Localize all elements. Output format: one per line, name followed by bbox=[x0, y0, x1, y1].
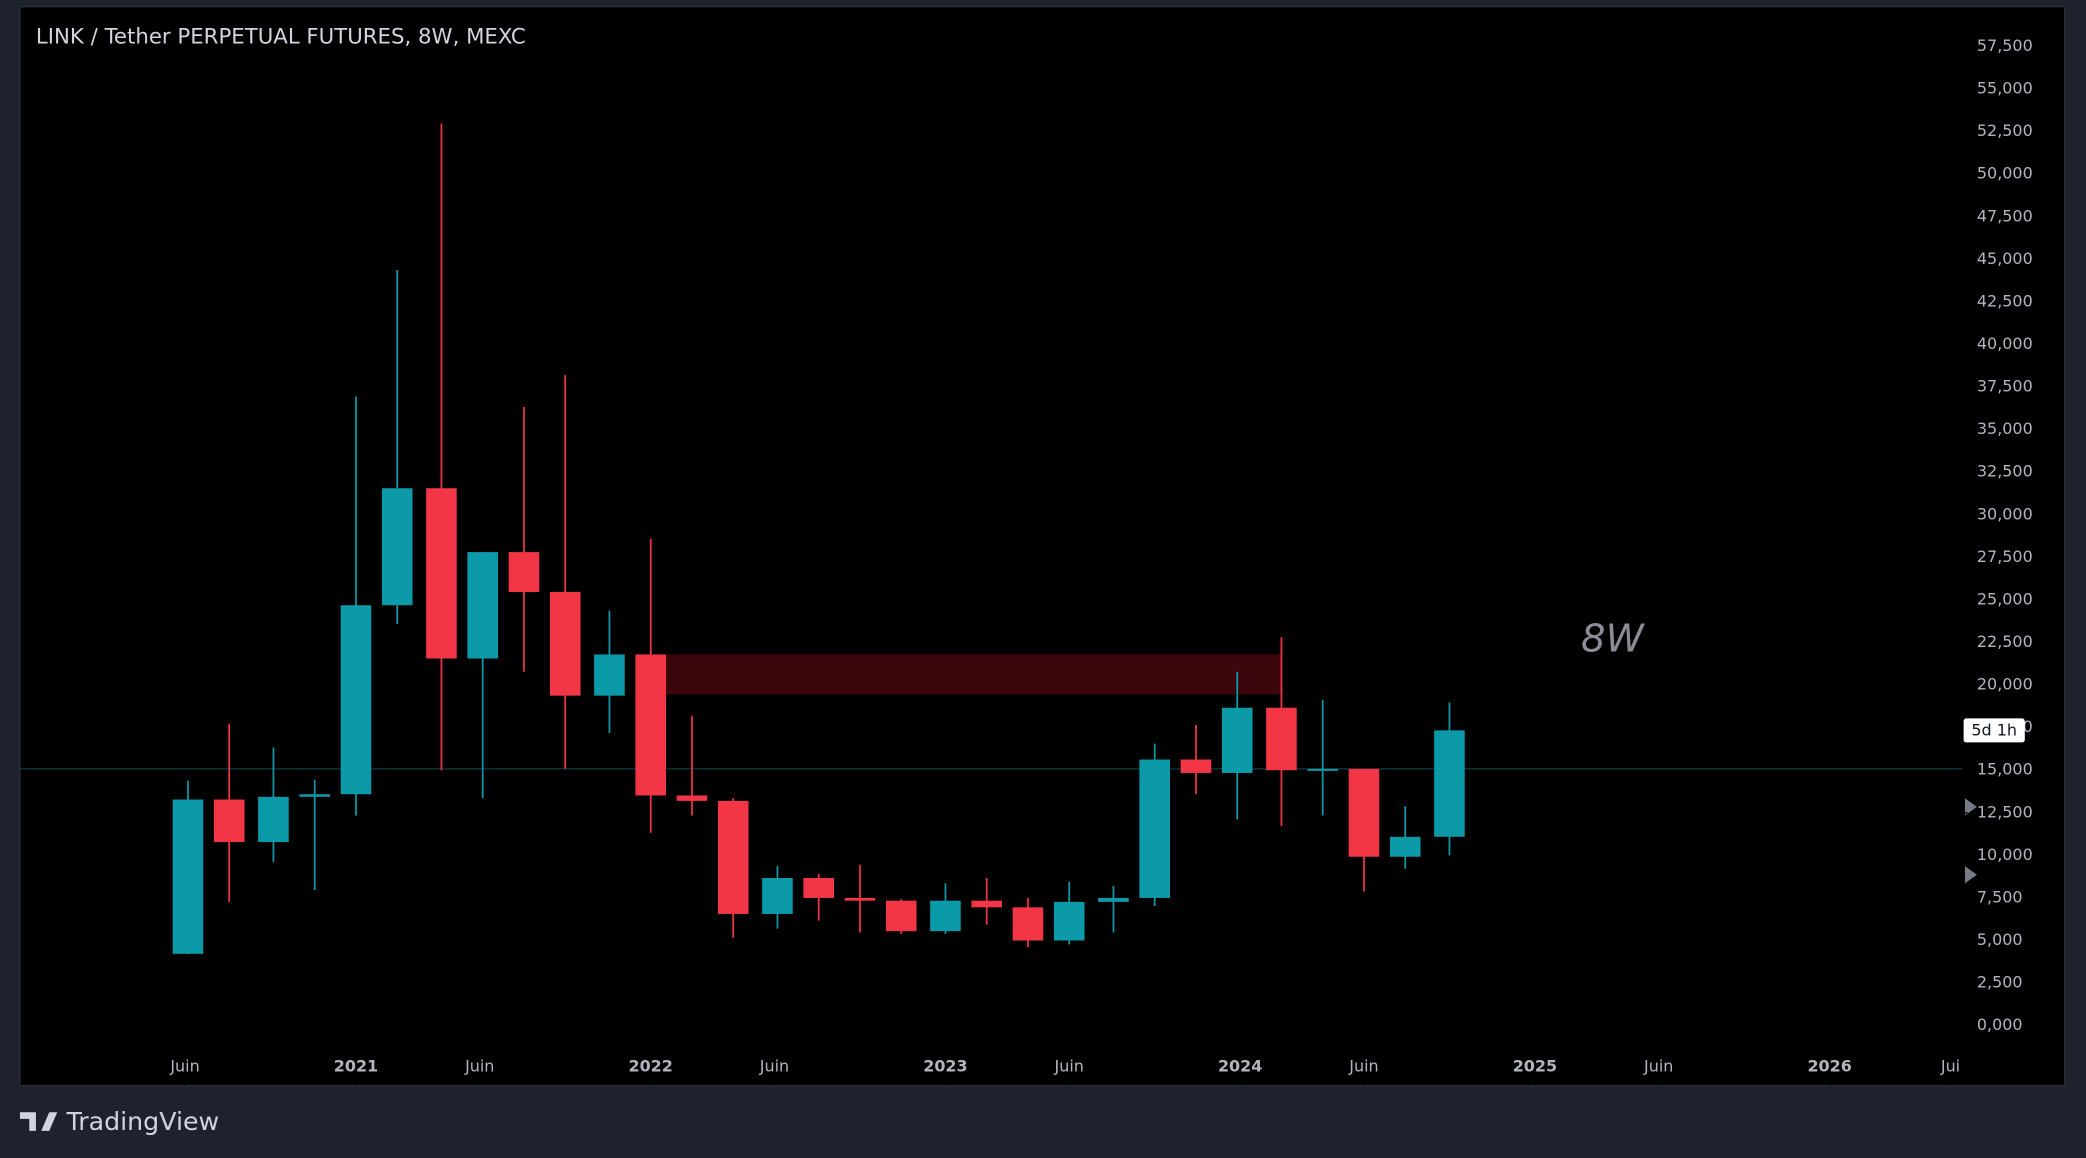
highlight-zone bbox=[659, 654, 1282, 695]
candle-body bbox=[762, 878, 793, 914]
chart-panel bbox=[19, 6, 2066, 1087]
countdown-box bbox=[1963, 718, 2025, 743]
brand-name: TradingView bbox=[66, 1107, 220, 1136]
logo-mark bbox=[19, 1112, 58, 1131]
candle-body bbox=[930, 900, 961, 932]
brand-logo: TradingView bbox=[19, 1107, 220, 1136]
x-tick-label: 2024 bbox=[1218, 1056, 1262, 1075]
y-tick-label: 32,500 bbox=[1977, 462, 2033, 481]
y-tick-label: 5,000 bbox=[1977, 930, 2023, 949]
x-tick-label: 2026 bbox=[1807, 1056, 1851, 1075]
y-tick-label: 50,000 bbox=[1977, 164, 2033, 183]
y-tick-label: 2,500 bbox=[1977, 973, 2023, 992]
candle-body bbox=[803, 878, 834, 898]
y-tick-label: 52,500 bbox=[1977, 121, 2033, 140]
x-tick-label: Juin bbox=[464, 1056, 494, 1075]
x-tick-label: Juin bbox=[1054, 1056, 1084, 1075]
y-tick-label: 37,500 bbox=[1977, 377, 2033, 396]
candle-body bbox=[1434, 730, 1465, 837]
candle-body bbox=[213, 799, 245, 843]
x-tick-label: Jui bbox=[1940, 1056, 1960, 1075]
candle-body bbox=[594, 654, 625, 696]
candle-body bbox=[1266, 707, 1297, 771]
candle-body bbox=[1012, 907, 1044, 941]
y-tick-label: 0,000 bbox=[1977, 1015, 2023, 1034]
x-tick-label: 2021 bbox=[334, 1056, 378, 1075]
x-tick-label: Juin bbox=[1643, 1056, 1673, 1075]
candle-body bbox=[844, 897, 876, 901]
candle-body bbox=[676, 795, 708, 801]
x-tick-label: 2025 bbox=[1513, 1056, 1557, 1075]
chart-title: LINK / Tether PERPETUAL FUTURES, 8W, MEX… bbox=[36, 24, 526, 49]
candle-body bbox=[172, 799, 204, 954]
candle-body bbox=[635, 654, 666, 796]
x-tick-label: Juin bbox=[759, 1056, 789, 1075]
candle-body bbox=[1139, 759, 1170, 898]
scroll-arrow[interactable] bbox=[1964, 798, 1977, 816]
candle-body bbox=[1307, 768, 1338, 771]
candle-body bbox=[1180, 759, 1212, 773]
y-tick-label: 22,500 bbox=[1977, 632, 2033, 651]
candle-body bbox=[1389, 836, 1421, 857]
candle-body bbox=[426, 488, 457, 659]
candle-body bbox=[1221, 707, 1253, 773]
x-tick-label: 2022 bbox=[628, 1056, 672, 1075]
y-tick-label: 27,500 bbox=[1977, 547, 2033, 566]
candle-body bbox=[508, 552, 540, 592]
y-tick-label: 45,000 bbox=[1977, 249, 2033, 268]
x-tick-label: Juin bbox=[169, 1056, 199, 1075]
candle-body bbox=[971, 900, 1002, 908]
y-tick-label: 35,000 bbox=[1977, 419, 2033, 438]
y-tick-label: 20,000 bbox=[1977, 675, 2033, 694]
y-tick-label: 47,500 bbox=[1977, 206, 2033, 225]
annotation: 8W bbox=[1581, 617, 1646, 662]
candle-body bbox=[1348, 768, 1380, 857]
x-tick-label: Juin bbox=[1348, 1056, 1378, 1075]
y-tick-label: 12,500 bbox=[1977, 802, 2033, 821]
y-tick-label: 10,000 bbox=[1977, 845, 2033, 864]
scroll-arrow[interactable] bbox=[1964, 866, 1977, 884]
y-tick-label: 42,500 bbox=[1977, 291, 2033, 310]
y-tick-label: 7,500 bbox=[1977, 887, 2023, 906]
candle-body bbox=[258, 796, 289, 843]
y-tick-label: 25,000 bbox=[1977, 589, 2033, 608]
candle-body bbox=[717, 800, 749, 914]
countdown-label: 5d 1h bbox=[1971, 721, 2017, 740]
candle-body bbox=[1098, 897, 1129, 902]
candle-body bbox=[1053, 901, 1085, 941]
y-tick-label: 30,000 bbox=[1977, 504, 2033, 523]
y-tick-label: 15,000 bbox=[1977, 760, 2033, 779]
candle-body bbox=[340, 605, 372, 795]
x-tick-label: 2023 bbox=[923, 1056, 967, 1075]
y-tick-label: 57,500 bbox=[1977, 36, 2033, 55]
candle-body bbox=[885, 900, 917, 932]
candle-body bbox=[467, 552, 498, 659]
y-tick-label: 40,000 bbox=[1977, 334, 2033, 353]
candle-body bbox=[549, 591, 581, 696]
candle-body bbox=[299, 794, 330, 797]
y-tick-label: 55,000 bbox=[1977, 79, 2033, 98]
candle-body bbox=[381, 488, 413, 606]
